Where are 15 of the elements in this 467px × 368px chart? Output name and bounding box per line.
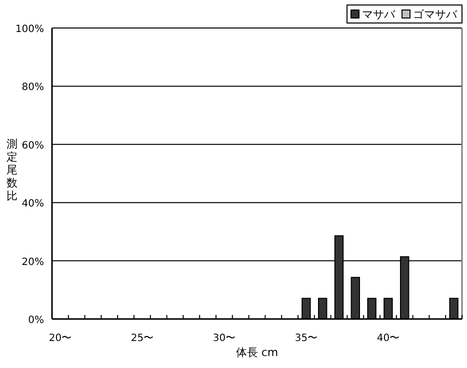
y-tick-label: 100%	[15, 24, 44, 35]
x-tick-label: 40〜	[376, 333, 400, 344]
y-tick-label: 20%	[22, 256, 44, 268]
legend-label: マサバ	[362, 8, 396, 21]
y-tick-label: 40%	[22, 198, 44, 210]
y-axis-title: 測定尾数比	[6, 138, 18, 202]
x-tick-label: 35〜	[294, 333, 318, 344]
y-tick-label: 0%	[28, 315, 44, 326]
x-tick-label: 20〜	[48, 333, 72, 344]
x-axis-title: 体長 cm	[236, 346, 278, 359]
y-tick-label: 60%	[22, 140, 44, 152]
x-tick-label: 30〜	[212, 333, 236, 344]
y-tick-label: 80%	[22, 82, 44, 94]
legend-label: ゴマサバ	[413, 8, 458, 21]
x-tick-label: 25〜	[130, 333, 154, 344]
